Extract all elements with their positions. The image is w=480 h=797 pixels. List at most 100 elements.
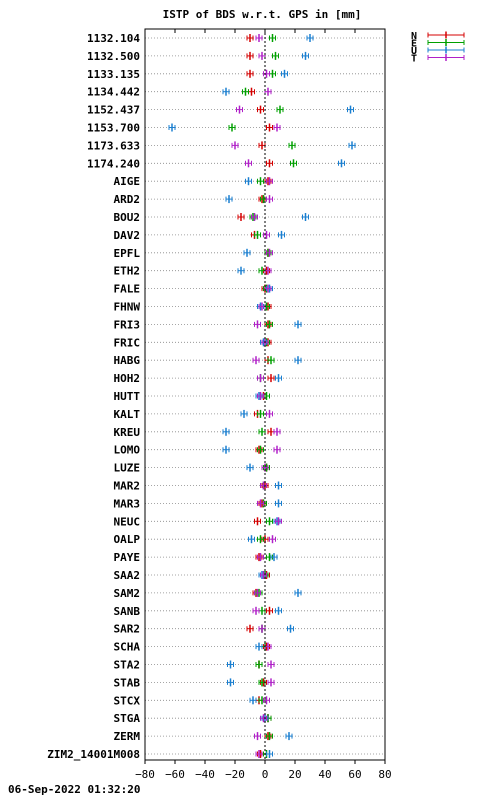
category-label: HABG [114,354,141,367]
data-point-U [248,535,255,544]
data-point-U [275,606,282,615]
data-point-N [257,105,264,114]
data-point-E [269,69,276,78]
data-point-N [246,624,254,633]
data-point-U [275,374,282,383]
data-point-E [266,732,273,741]
data-point-N [246,34,254,42]
data-point-E [276,105,284,114]
category-label: SAR2 [114,623,141,636]
data-point-U [275,499,282,508]
category-label: SAM2 [114,587,141,600]
data-point-T [266,195,273,204]
data-marks [168,34,356,758]
data-point-U [278,230,285,239]
category-label: HOH2 [114,372,141,385]
data-point-E [266,517,273,526]
data-point-T [266,409,273,418]
data-point-N [258,141,266,150]
category-label: FALE [114,283,141,296]
data-point-U [294,356,302,365]
data-point-N [237,213,245,221]
legend-label: T [411,54,417,65]
data-point-E [272,51,279,60]
data-point-U [249,696,257,705]
chart-title: ISTP of BDS w.r.t. GPS in [mm] [163,8,362,21]
data-point-T [263,230,270,239]
data-point-T [251,213,258,221]
x-tick-label: 40 [318,768,331,781]
data-point-U [275,481,282,490]
category-label: MAR3 [114,497,141,510]
data-point-T [255,750,263,758]
data-point-U [240,409,248,418]
data-point-U [348,141,356,150]
data-point-T [266,248,273,257]
data-point-T [255,34,263,42]
data-point-E [257,409,264,418]
data-point-N [246,51,254,60]
data-point-U [255,642,263,651]
category-label: EPFL [114,247,141,260]
category-label: HUTT [114,390,141,403]
category-label: STGA [114,712,141,725]
data-point-E [257,445,264,454]
data-point-U [237,266,245,275]
data-point-E [258,266,266,275]
data-point-T [257,499,264,508]
data-point-E [254,230,261,239]
data-point-E [228,123,236,132]
data-point-N [266,606,273,615]
data-point-T [269,535,276,544]
data-point-U [306,34,314,42]
data-point-U [168,123,176,132]
data-point-T [254,732,261,741]
category-label: PAYE [114,551,141,564]
data-point-T [267,660,275,669]
category-label: BOU2 [114,211,141,224]
data-point-T [273,445,281,454]
data-point-U [270,553,278,562]
data-point-N [246,69,254,78]
data-point-T [267,678,275,687]
data-point-E [257,535,264,544]
data-point-T [264,284,272,293]
data-point-T [252,356,260,365]
data-point-E [258,678,266,687]
x-tick-label: 0 [262,768,269,781]
data-point-T [245,159,252,168]
category-label: 1174.240 [87,157,140,170]
legend-label: E [411,39,417,50]
data-point-T [257,392,264,400]
data-point-N [267,427,275,436]
data-point-E [242,87,249,96]
timestamp-footer: 06-Sep-2022 01:32:20 [8,783,140,796]
data-point-E [290,159,297,168]
category-label: 1132.104 [87,32,140,45]
data-point-U [294,320,302,329]
data-point-N [248,87,255,96]
legend-label: U [411,46,417,57]
data-point-N [254,517,261,526]
category-label: LUZE [114,462,141,475]
category-label: SAA2 [114,569,141,582]
x-tick-label: −40 [195,768,215,781]
x-tick-label: −60 [165,768,185,781]
category-label: 1153.700 [87,122,140,135]
data-point-T [263,69,270,78]
data-point-E [255,660,263,669]
data-point-T [231,141,239,150]
category-label: ZIM2_14001M008 [47,748,140,761]
category-label: FRIC [114,336,141,349]
data-point-E [263,392,270,400]
data-point-U [285,732,293,741]
data-point-E [266,320,273,329]
category-label: AIGE [114,175,141,188]
category-label: KREU [114,426,141,439]
data-point-E [269,34,276,42]
data-point-U [347,105,354,114]
data-point-T [273,427,281,436]
category-label: 1173.633 [87,139,140,152]
